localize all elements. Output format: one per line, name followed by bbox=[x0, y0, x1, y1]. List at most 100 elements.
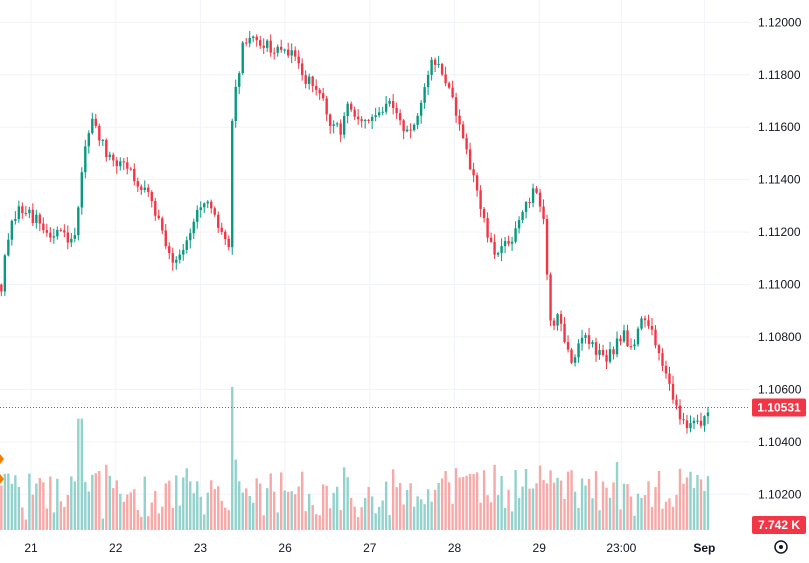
candle-body bbox=[605, 355, 608, 362]
candle-body bbox=[297, 56, 300, 64]
volume-bar bbox=[182, 477, 185, 530]
candle-body bbox=[154, 201, 157, 216]
candle-body bbox=[479, 190, 482, 209]
volume-bar bbox=[402, 504, 405, 530]
x-tick-label: 28 bbox=[448, 541, 462, 555]
candle-body bbox=[388, 100, 391, 104]
candle bbox=[314, 79, 318, 96]
candle-body bbox=[503, 241, 507, 247]
volume-bar bbox=[678, 468, 682, 530]
candle bbox=[21, 202, 24, 219]
volume-bar bbox=[150, 502, 153, 530]
volume-bar bbox=[458, 477, 461, 530]
candle bbox=[668, 366, 671, 391]
candle bbox=[143, 180, 146, 193]
y-tick-label: 1.12000 bbox=[758, 15, 802, 29]
candle-body bbox=[175, 259, 178, 263]
candle-body bbox=[661, 353, 664, 366]
volume-bar bbox=[643, 495, 647, 530]
candle-body bbox=[472, 169, 475, 176]
candle-body bbox=[10, 220, 14, 240]
candle-body bbox=[182, 249, 185, 255]
candle bbox=[49, 227, 52, 243]
candle bbox=[210, 199, 213, 214]
candle-body bbox=[220, 227, 223, 232]
candle-body bbox=[300, 63, 304, 76]
candle-body bbox=[360, 119, 363, 121]
candle bbox=[594, 337, 598, 362]
candle bbox=[367, 118, 370, 124]
candle bbox=[584, 332, 587, 344]
candle-body bbox=[136, 181, 139, 187]
candle bbox=[692, 417, 696, 430]
volume-bar bbox=[412, 506, 416, 530]
volume-bar bbox=[87, 491, 91, 530]
candle bbox=[52, 228, 56, 244]
candle bbox=[475, 172, 479, 197]
candle-body bbox=[346, 103, 349, 117]
candle-body bbox=[706, 412, 710, 417]
volume-bar bbox=[227, 510, 230, 530]
candle-body bbox=[101, 139, 105, 141]
candle bbox=[356, 108, 360, 125]
candle bbox=[542, 199, 545, 225]
candle bbox=[703, 415, 706, 432]
candle-body bbox=[7, 239, 10, 256]
volume-bar bbox=[503, 507, 507, 530]
candle-body bbox=[206, 201, 209, 204]
volume-bar bbox=[73, 481, 77, 530]
candle bbox=[605, 349, 608, 370]
volume-tag-bg bbox=[752, 516, 806, 534]
candle-body bbox=[119, 161, 122, 167]
candle bbox=[245, 37, 248, 47]
candles[interactable] bbox=[0, 30, 710, 434]
candle-body bbox=[321, 93, 325, 99]
candle-body bbox=[654, 329, 657, 346]
candle bbox=[206, 200, 209, 209]
candle-body bbox=[157, 215, 160, 219]
time-axis-settings[interactable] bbox=[774, 540, 788, 554]
volume-bar bbox=[517, 497, 521, 530]
volume-bar bbox=[164, 483, 167, 530]
volume-bar bbox=[269, 473, 272, 530]
volume-bar bbox=[66, 494, 70, 530]
candle-body bbox=[224, 231, 227, 239]
y-tick-label: 1.11800 bbox=[758, 68, 801, 82]
candle-body bbox=[42, 223, 45, 231]
volume-bar bbox=[35, 483, 38, 530]
volume-bar bbox=[356, 517, 360, 530]
volume-bar bbox=[28, 473, 31, 530]
candle bbox=[346, 101, 349, 124]
candle bbox=[321, 87, 325, 101]
candle bbox=[563, 317, 566, 344]
candle-body bbox=[419, 102, 423, 116]
candle-body bbox=[210, 201, 213, 209]
volume-bar bbox=[126, 494, 129, 530]
candle bbox=[342, 112, 346, 139]
candle bbox=[185, 236, 188, 254]
candle bbox=[140, 184, 143, 196]
candle-body bbox=[168, 246, 171, 254]
candle bbox=[626, 324, 629, 348]
candle bbox=[227, 235, 230, 251]
volume-bar bbox=[482, 470, 486, 530]
candle-body bbox=[28, 209, 31, 214]
candle bbox=[252, 35, 255, 43]
volume-bar bbox=[650, 506, 654, 530]
candle bbox=[689, 415, 692, 433]
volume-bar bbox=[293, 494, 297, 530]
candle-body bbox=[63, 230, 66, 233]
price-axis[interactable]: 1.12000 1.11800 1.11600 1.11400 1.11200 1.110… bbox=[758, 15, 802, 501]
candle bbox=[454, 92, 458, 123]
candle bbox=[566, 335, 570, 353]
volume-bar bbox=[283, 490, 286, 530]
candle-body bbox=[87, 133, 91, 147]
volume-bar bbox=[311, 504, 314, 530]
candle bbox=[290, 43, 293, 64]
candle bbox=[524, 201, 528, 219]
candle bbox=[465, 133, 468, 155]
gear-icon[interactable] bbox=[774, 540, 788, 554]
candle bbox=[154, 197, 157, 221]
time-axis[interactable]: 21 22 23 26 27 28 29 23:00 Sep bbox=[24, 541, 715, 555]
